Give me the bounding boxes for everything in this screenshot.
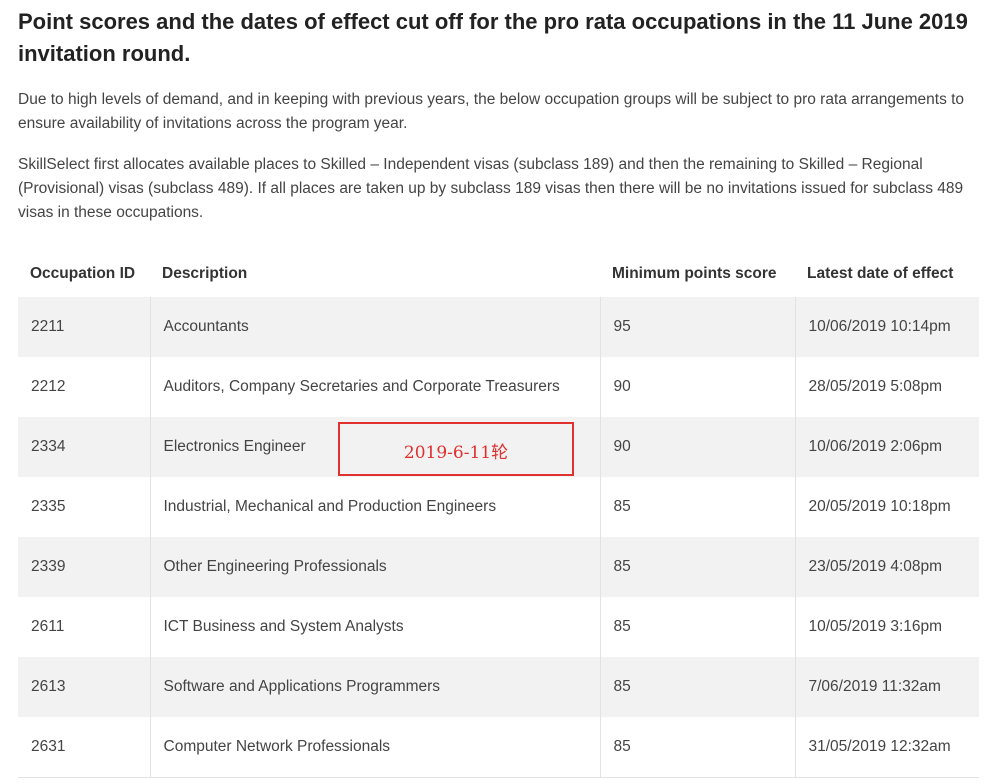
table-row: 2335 Industrial, Mechanical and Productio… — [18, 477, 979, 537]
table-cell: Accountants — [149, 297, 600, 357]
table-cell: 31/05/2019 12:32am — [794, 717, 979, 778]
table-cell: 10/05/2019 3:16pm — [794, 597, 979, 657]
table-cell: 85 — [599, 537, 795, 597]
table-cell: ICT Business and System Analysts — [149, 597, 600, 657]
table-cell: 10/06/2019 2:06pm — [794, 417, 979, 477]
table-cell: 2334 — [18, 417, 150, 477]
table-cell: Electronics Engineer — [149, 417, 600, 477]
table-row: 2631 Computer Network Professionals 85 31/0… — [18, 717, 979, 778]
table-cell: 23/05/2019 4:08pm — [794, 537, 979, 597]
table-cell: 85 — [599, 657, 795, 717]
table-cell: 90 — [599, 357, 795, 417]
table-head: Occupation ID Description Minimum points s… — [18, 250, 979, 297]
table-cell: 2335 — [31, 498, 66, 515]
table-cell: 2212 — [31, 378, 66, 395]
table-cell: 28/05/2019 5:08pm — [794, 357, 979, 417]
table-cell: 95 — [599, 297, 795, 357]
column-header: Minimum points score — [612, 264, 777, 282]
column-header: Latest date of effect — [807, 264, 954, 282]
table-body: 2211 Accountants 95 10/06/2019 10:14pm 2212 A… — [18, 297, 979, 778]
annotation: 2019-6-11轮 — [403, 443, 509, 463]
table-cell: Software and Applications Programmers — [149, 657, 600, 717]
table-cell: Auditors, Company Secretaries and Corpor… — [149, 357, 600, 417]
column-header: Occupation ID — [30, 264, 136, 282]
title: Point scores and the dates of effect cut… — [18, 9, 968, 66]
table-cell: 2611 — [31, 618, 65, 635]
table-cell: 90 — [599, 417, 795, 477]
header-row: Occupation ID Description Minimum points s… — [18, 250, 979, 297]
table-cell: 2613 — [18, 657, 150, 717]
table-cell: 10/06/2019 10:14pm — [794, 297, 979, 357]
paragraph: SkillSelect first allocates available pl… — [18, 156, 964, 221]
table-row: 2211 Accountants 95 10/06/2019 10:14pm — [18, 297, 979, 357]
table-cell: 2631 — [18, 717, 150, 778]
table-cell: 2339 — [18, 537, 150, 597]
table-cell: 7/06/2019 11:32am — [794, 657, 979, 717]
table-row: 2339 Other Engineering Professionals 85 23/… — [18, 537, 979, 597]
table-row: 2613 Software and Applications Programmer… — [18, 657, 979, 717]
table-row: 2212 Auditors, Company Secretaries and Co… — [18, 357, 979, 417]
table-cell: 85 — [599, 597, 795, 657]
table-row: 2334 Electronics Engineer 90 10/06/2019 2:0… — [18, 417, 979, 477]
column-header: Description — [162, 264, 248, 282]
paragraph: Due to high levels of demand, and in kee… — [18, 91, 965, 132]
annotation-box: 2019-6-11轮 — [338, 422, 574, 476]
table-cell: 2211 — [18, 297, 150, 357]
table-cell: Industrial, Mechanical and Production En… — [149, 477, 600, 537]
table-cell: Computer Network Professionals — [149, 717, 600, 778]
table-cell: 20/05/2019 10:18pm — [794, 477, 979, 537]
table-cell: 85 — [599, 717, 795, 778]
table-row: 2611 ICT Business and System Analysts 85 10… — [18, 597, 979, 657]
table-cell: Other Engineering Professionals — [149, 537, 600, 597]
table: Occupation ID Description Minimum points s… — [18, 250, 979, 778]
table-cell: 85 — [599, 477, 795, 537]
